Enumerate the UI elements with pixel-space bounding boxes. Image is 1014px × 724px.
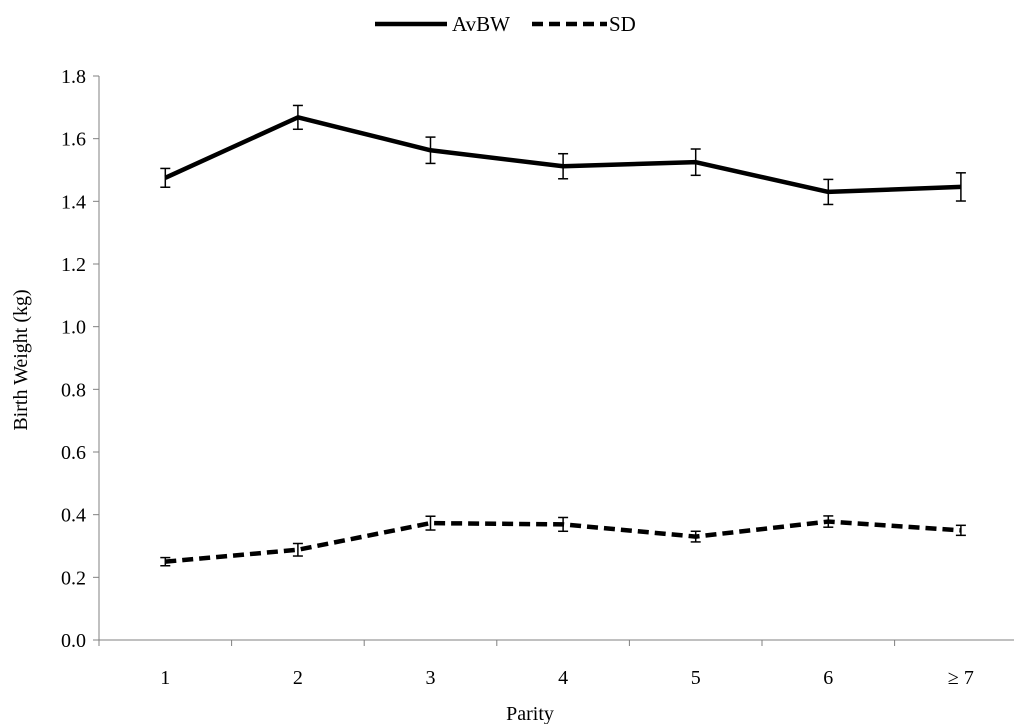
x-axis: 1 2 3 4 5 6 ≥ 7 [98,639,1014,689]
error-bar [955,172,966,202]
x-tick-label: 4 [558,667,568,689]
error-bar [425,515,436,531]
error-bar [690,148,701,177]
y-tick-label: 1.8 [61,66,86,88]
error-bar [292,104,303,131]
error-bar [823,515,834,528]
y-tick-label: 0.4 [61,505,86,527]
error-bar [823,178,834,206]
x-tick-label: ≥ 7 [948,667,974,689]
x-tick-label: 6 [823,667,833,689]
legend-item-avbw: AvBW [375,12,510,36]
series-sd [160,515,966,567]
y-tick-label: 0.8 [61,379,86,401]
x-tick-label: 3 [426,667,436,689]
y-axis-title: Birth Weight (kg) [10,289,32,430]
y-axis: 0.0 0.2 0.4 0.6 0.8 1.0 1.2 1.4 1.6 1.8 [61,66,100,652]
error-bar [292,542,303,557]
error-bar [558,152,569,180]
y-tick-label: 0.6 [61,442,86,464]
legend-label: SD [609,12,636,36]
error-bar [425,136,436,165]
y-tick-label: 1.6 [61,129,86,151]
y-tick-label: 0.0 [61,630,86,652]
x-tick-label: 5 [691,667,701,689]
x-tick-label: 2 [293,667,303,689]
y-tick-label: 1.0 [61,317,86,339]
y-tick-label: 1.2 [61,254,86,276]
x-axis-title: Parity [506,703,554,724]
error-bar [160,167,171,188]
y-tick-label: 1.4 [61,191,86,213]
legend: AvBW SD [375,12,636,36]
error-bar [955,524,966,537]
series-avbw [160,104,966,206]
error-bar [558,516,569,533]
y-tick-label: 0.2 [61,567,86,589]
legend-label: AvBW [452,12,510,36]
error-bar [690,530,701,543]
series-layer [160,104,966,567]
error-bar [160,556,171,567]
legend-item-sd: SD [532,12,636,36]
x-tick-label: 1 [160,667,170,689]
